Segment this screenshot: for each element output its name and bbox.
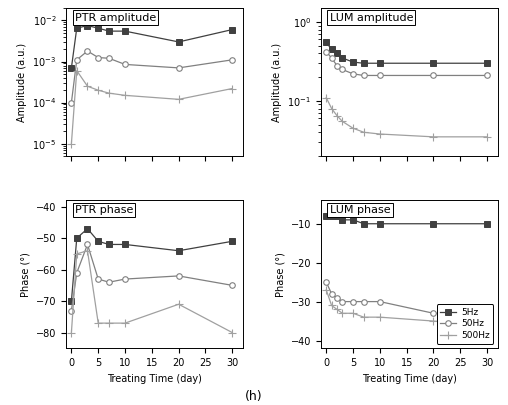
5Hz [377,221,383,226]
50Hz [430,311,436,316]
Line: 50Hz: 50Hz [324,279,490,316]
5Hz [323,213,329,218]
500Hz [329,303,335,308]
50Hz [350,299,356,304]
5Hz [484,221,490,226]
50Hz [329,291,335,296]
X-axis label: Treating Time (day): Treating Time (day) [362,373,457,384]
500Hz [350,311,356,316]
500Hz [323,288,329,292]
Y-axis label: Amplitude (a.u.): Amplitude (a.u.) [17,43,26,122]
Legend: 5Hz, 50Hz, 500Hz: 5Hz, 50Hz, 500Hz [436,304,493,344]
500Hz [484,322,490,327]
50Hz [339,299,345,304]
500Hz [430,319,436,324]
Text: LUM phase: LUM phase [330,205,390,215]
Text: (h): (h) [245,390,263,403]
Line: 5Hz: 5Hz [324,213,490,226]
50Hz [334,295,340,300]
5Hz [334,213,340,218]
X-axis label: Treating Time (day): Treating Time (day) [107,373,202,384]
50Hz [361,299,367,304]
Y-axis label: Amplitude (a.u.): Amplitude (a.u.) [272,43,282,122]
Y-axis label: Phase (°): Phase (°) [275,252,285,297]
5Hz [430,221,436,226]
Text: LUM amplitude: LUM amplitude [330,13,413,23]
500Hz [361,315,367,320]
500Hz [334,307,340,312]
5Hz [329,213,335,218]
50Hz [484,311,490,316]
Text: PTR amplitude: PTR amplitude [75,13,156,23]
Y-axis label: Phase (°): Phase (°) [20,252,30,297]
5Hz [339,217,345,222]
500Hz [377,315,383,320]
Line: 500Hz: 500Hz [322,286,491,329]
Text: PTR phase: PTR phase [75,205,133,215]
50Hz [377,299,383,304]
50Hz [323,280,329,285]
500Hz [339,311,345,316]
5Hz [361,221,367,226]
5Hz [350,217,356,222]
